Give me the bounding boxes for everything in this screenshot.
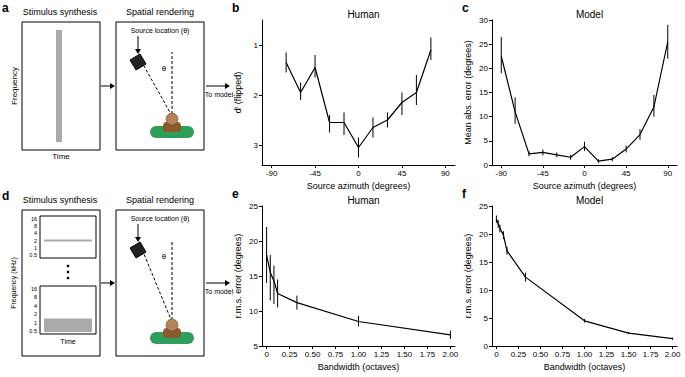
svg-text:0.25: 0.25 — [282, 350, 298, 359]
svg-text:f: f — [462, 187, 467, 201]
svg-text:Source location (θ): Source location (θ) — [131, 27, 190, 35]
svg-text:Frequency (kHz): Frequency (kHz) — [10, 257, 18, 309]
svg-text:45: 45 — [397, 169, 406, 178]
svg-text:15: 15 — [479, 258, 488, 267]
svg-text:3: 3 — [254, 141, 259, 150]
svg-text:a: a — [2, 1, 9, 15]
svg-text:Frequency: Frequency — [10, 67, 19, 105]
svg-text:θ: θ — [162, 64, 167, 73]
svg-text:Model: Model — [576, 9, 603, 20]
svg-text:0: 0 — [356, 169, 361, 178]
svg-text:2.00: 2.00 — [665, 350, 681, 359]
svg-text:Human: Human — [347, 9, 379, 20]
svg-text:5: 5 — [254, 342, 259, 351]
svg-text:5: 5 — [484, 314, 489, 323]
svg-text:15: 15 — [249, 272, 258, 281]
svg-text:1: 1 — [254, 41, 259, 50]
svg-text:d′ (flipped): d′ (flipped) — [233, 72, 243, 114]
svg-text:Source azimuth (degrees): Source azimuth (degrees) — [533, 181, 637, 191]
svg-text:0.25: 0.25 — [511, 350, 527, 359]
svg-text:10: 10 — [479, 286, 488, 295]
svg-text:20: 20 — [249, 237, 258, 246]
svg-text:Stimulus synthesis: Stimulus synthesis — [23, 195, 98, 205]
svg-text:8: 8 — [34, 223, 37, 229]
svg-text:45: 45 — [622, 169, 631, 178]
svg-text:Spatial rendering: Spatial rendering — [126, 195, 194, 205]
svg-text:1.00: 1.00 — [577, 350, 593, 359]
svg-text:e: e — [232, 187, 239, 201]
svg-text:2: 2 — [34, 311, 37, 317]
svg-text:1: 1 — [34, 245, 37, 251]
svg-text:To model: To model — [205, 91, 234, 98]
svg-text:Time: Time — [52, 152, 70, 161]
svg-text:10: 10 — [479, 112, 488, 121]
svg-text:2.00: 2.00 — [443, 350, 459, 359]
svg-text:1.25: 1.25 — [599, 350, 615, 359]
svg-text:0: 0 — [484, 161, 489, 170]
svg-text:-90: -90 — [495, 169, 507, 178]
svg-text:25: 25 — [249, 202, 258, 211]
svg-text:30: 30 — [479, 16, 488, 25]
svg-text:0: 0 — [264, 350, 269, 359]
svg-text:Time: Time — [60, 338, 75, 345]
svg-text:0.75: 0.75 — [328, 350, 344, 359]
svg-text:25: 25 — [479, 202, 488, 211]
svg-text:-45: -45 — [537, 169, 549, 178]
svg-text:8: 8 — [34, 294, 37, 300]
svg-text:4: 4 — [34, 230, 37, 236]
svg-text:5: 5 — [484, 136, 489, 145]
svg-text:Bandwidth (octaves): Bandwidth (octaves) — [544, 362, 626, 372]
svg-text:0: 0 — [484, 342, 489, 351]
svg-text:20: 20 — [479, 230, 488, 239]
svg-text:1.25: 1.25 — [374, 350, 390, 359]
svg-text:0.50: 0.50 — [533, 350, 549, 359]
svg-text:10: 10 — [249, 307, 258, 316]
svg-text:1.50: 1.50 — [621, 350, 637, 359]
svg-text:2: 2 — [34, 238, 37, 244]
svg-text:0.75: 0.75 — [555, 350, 571, 359]
svg-text:1.75: 1.75 — [420, 350, 436, 359]
svg-text:-90: -90 — [266, 169, 278, 178]
svg-text:0.50: 0.50 — [305, 350, 321, 359]
svg-text:16: 16 — [31, 216, 37, 222]
svg-text:Spatial rendering: Spatial rendering — [126, 7, 194, 17]
svg-text:Human: Human — [347, 195, 379, 206]
svg-text:Source azimuth (degrees): Source azimuth (degrees) — [307, 181, 411, 191]
svg-text:Mean abs. error (degrees): Mean abs. error (degrees) — [463, 40, 473, 145]
svg-text:1.75: 1.75 — [643, 350, 659, 359]
svg-text:90: 90 — [441, 169, 450, 178]
svg-text:0: 0 — [582, 169, 587, 178]
svg-text:Bandwidth (octaves): Bandwidth (octaves) — [318, 362, 400, 372]
svg-text:c: c — [462, 1, 469, 15]
svg-text:2: 2 — [254, 91, 259, 100]
svg-text:25: 25 — [479, 40, 488, 49]
svg-text:Stimulus synthesis: Stimulus synthesis — [23, 7, 98, 17]
svg-text:0.5: 0.5 — [29, 328, 37, 334]
svg-text:90: 90 — [663, 169, 672, 178]
svg-text:b: b — [232, 1, 239, 15]
svg-text:16: 16 — [31, 286, 37, 292]
svg-text:θ: θ — [162, 252, 167, 261]
svg-text:Source location (θ): Source location (θ) — [131, 215, 190, 223]
svg-text:20: 20 — [479, 64, 488, 73]
svg-text:1.50: 1.50 — [397, 350, 413, 359]
svg-text:0: 0 — [494, 350, 499, 359]
svg-text:1.00: 1.00 — [351, 350, 367, 359]
svg-text:0.5: 0.5 — [29, 252, 37, 258]
svg-text:r.m.s. error (degrees): r.m.s. error (degrees) — [233, 234, 243, 319]
svg-text:1: 1 — [34, 320, 37, 326]
svg-text:15: 15 — [479, 88, 488, 97]
svg-text:-45: -45 — [309, 169, 321, 178]
svg-text:r.m.s. error (degrees): r.m.s. error (degrees) — [463, 234, 473, 319]
svg-text:4: 4 — [34, 303, 37, 309]
svg-text:d: d — [2, 189, 9, 203]
svg-text:Model: Model — [576, 195, 603, 206]
svg-text:To model: To model — [205, 288, 234, 295]
